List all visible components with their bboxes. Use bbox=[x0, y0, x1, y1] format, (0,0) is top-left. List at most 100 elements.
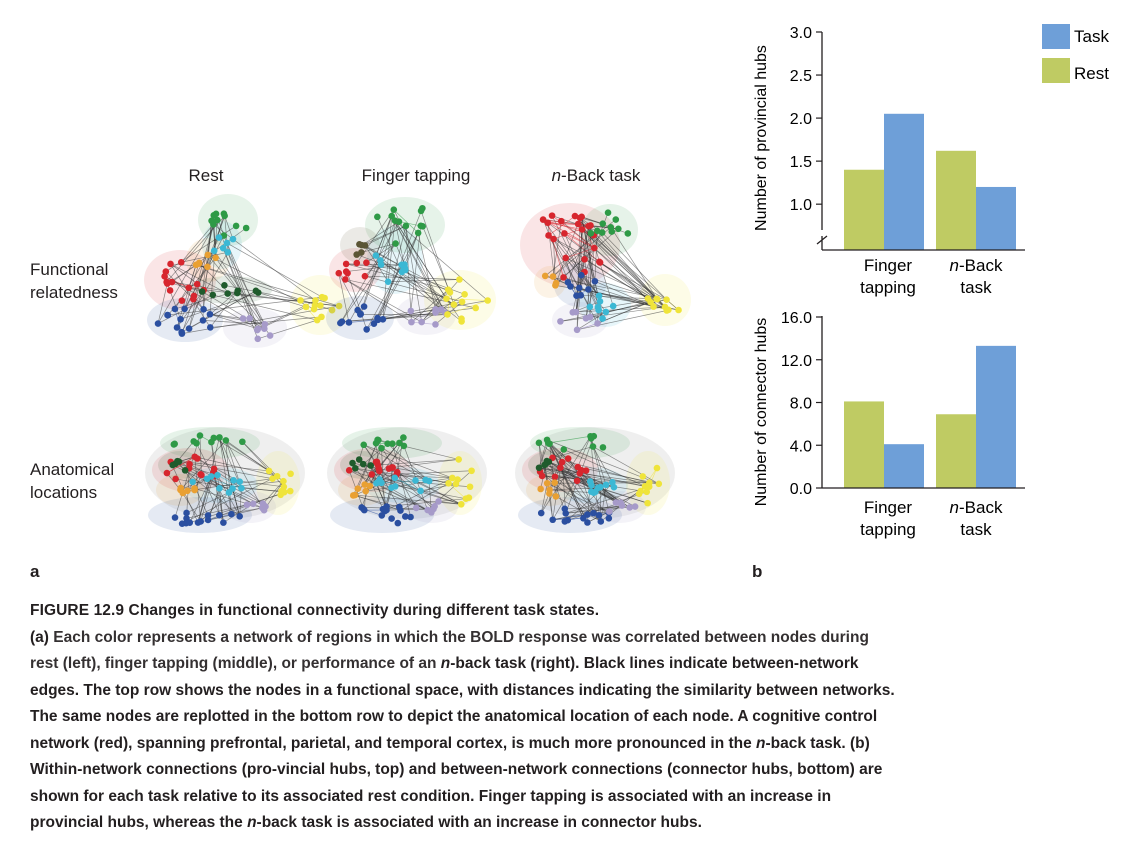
network-node bbox=[249, 500, 257, 508]
network-node bbox=[653, 464, 661, 472]
network-node bbox=[163, 469, 171, 477]
connector-ytick-label: 0.0 bbox=[790, 481, 812, 498]
network-node bbox=[206, 310, 214, 318]
caption-a-text-3: -back task. bbox=[765, 734, 850, 752]
network-edge bbox=[349, 469, 462, 505]
network-edge bbox=[392, 459, 459, 468]
network-node bbox=[366, 482, 374, 490]
network-edge bbox=[576, 229, 583, 296]
network-node bbox=[358, 241, 366, 249]
network-node bbox=[401, 266, 409, 274]
legend-swatch-rest bbox=[1042, 58, 1070, 83]
caption-b-marker: (b) bbox=[849, 734, 870, 752]
network-node bbox=[204, 516, 212, 524]
network-node bbox=[239, 438, 246, 446]
network-node bbox=[578, 271, 585, 279]
network-edge bbox=[217, 474, 242, 489]
network-edge bbox=[371, 474, 387, 507]
network-node bbox=[594, 303, 602, 311]
network-node bbox=[349, 459, 356, 467]
network-edge bbox=[393, 209, 419, 234]
network-edge bbox=[209, 220, 218, 315]
network-node bbox=[384, 278, 392, 286]
network-edge bbox=[592, 446, 659, 485]
network-node bbox=[198, 288, 206, 295]
network-edge bbox=[547, 222, 564, 278]
network-node bbox=[548, 212, 556, 219]
network-edge bbox=[225, 440, 232, 515]
caption-b-text-1: Within-network connections (pro-vincial … bbox=[30, 761, 883, 831]
network-edge bbox=[361, 221, 400, 246]
network-edge bbox=[539, 471, 610, 513]
network-node bbox=[224, 249, 232, 256]
network-edge bbox=[364, 275, 460, 280]
network-edge bbox=[396, 470, 472, 475]
network-edge bbox=[212, 294, 318, 321]
network-node bbox=[354, 485, 362, 493]
network-edge bbox=[341, 312, 446, 322]
network-node bbox=[552, 493, 560, 500]
network-node bbox=[260, 506, 268, 514]
provincial-bar-rest bbox=[936, 150, 976, 250]
network-node bbox=[361, 272, 369, 280]
network-node bbox=[191, 486, 198, 494]
network-edge bbox=[371, 474, 453, 479]
network-node bbox=[221, 282, 228, 289]
network-edge bbox=[198, 262, 265, 329]
network-node bbox=[361, 506, 368, 514]
network-edge bbox=[394, 220, 488, 301]
provincial-bar-task bbox=[976, 186, 1016, 250]
network-node bbox=[606, 508, 613, 515]
network-node bbox=[417, 487, 424, 495]
network-node bbox=[549, 273, 557, 280]
network-node bbox=[396, 503, 403, 511]
network-node bbox=[376, 467, 383, 475]
network-node bbox=[204, 263, 211, 271]
network-node bbox=[372, 252, 380, 259]
network-node bbox=[549, 516, 557, 524]
provincial-cat-finger-2: tapping bbox=[860, 278, 916, 297]
network-node bbox=[647, 298, 654, 306]
network-node bbox=[391, 217, 399, 225]
network-edge bbox=[565, 257, 658, 300]
network-halo bbox=[147, 298, 223, 342]
network-edge bbox=[340, 243, 396, 324]
network-node bbox=[229, 485, 236, 492]
network-node bbox=[178, 520, 186, 527]
network-node bbox=[335, 302, 343, 310]
network-node bbox=[558, 217, 565, 225]
network-edge bbox=[180, 440, 227, 491]
connector-bar-rest bbox=[936, 414, 976, 488]
network-node bbox=[166, 287, 174, 294]
network-edge bbox=[410, 225, 422, 311]
network-edge bbox=[373, 264, 402, 324]
network-node bbox=[414, 229, 422, 237]
network-node bbox=[450, 301, 458, 308]
connector-bar-task bbox=[976, 345, 1016, 488]
network-node bbox=[462, 495, 470, 503]
network-node bbox=[287, 470, 294, 478]
connector-ytick-label: 12.0 bbox=[781, 353, 812, 370]
network-node bbox=[551, 479, 558, 487]
network-edge bbox=[194, 456, 278, 477]
network-node bbox=[557, 318, 564, 325]
network-edge bbox=[213, 437, 270, 472]
network-node bbox=[374, 213, 381, 221]
network-edge bbox=[577, 223, 679, 311]
network-node bbox=[229, 235, 237, 243]
network-node bbox=[254, 335, 262, 343]
figure-caption: FIGURE 12.9 Changes in functional connec… bbox=[30, 598, 900, 837]
network-node bbox=[466, 483, 474, 491]
network-node bbox=[457, 500, 465, 508]
network-node bbox=[360, 303, 368, 310]
network-node bbox=[345, 467, 353, 474]
network-node bbox=[561, 505, 569, 513]
network-node bbox=[394, 519, 402, 527]
network-edge bbox=[219, 437, 232, 515]
network-node bbox=[443, 295, 450, 302]
network-node bbox=[424, 506, 431, 514]
network-node bbox=[186, 519, 194, 526]
network-node bbox=[546, 486, 553, 494]
caption-body: (a) Each color represents a network of r… bbox=[30, 625, 900, 837]
panel-letter-b: b bbox=[752, 562, 763, 581]
